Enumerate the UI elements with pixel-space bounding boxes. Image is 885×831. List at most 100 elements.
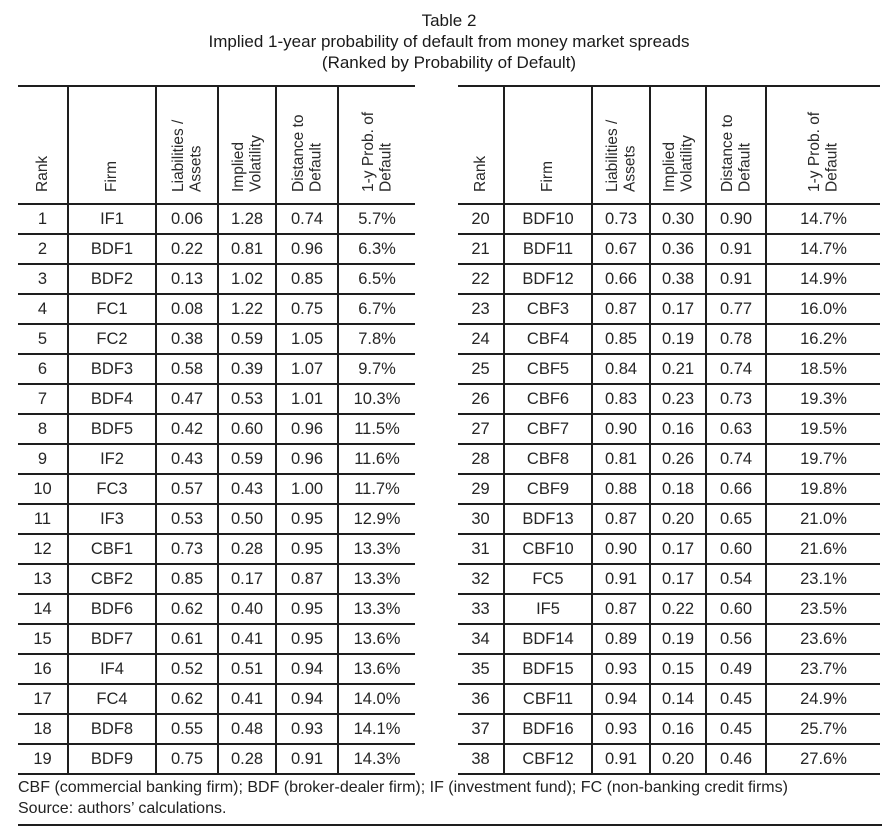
- cell-distance-to-default: 0.74: [705, 354, 766, 384]
- table-number: Table 2: [421, 11, 477, 30]
- cell-implied-volatility: 0.16: [649, 414, 706, 444]
- cell-rank: 28: [471, 449, 490, 468]
- cell-implied-volatility: 0.15: [649, 654, 706, 684]
- cell-rank: 32: [471, 569, 490, 588]
- cell-prob-of-default: 13.6%: [337, 654, 415, 684]
- cell-rank: 29: [471, 479, 490, 498]
- cell-implied-volatility: 0.38: [649, 264, 706, 294]
- cell-distance-to-default: 0.56: [705, 624, 766, 654]
- cell-prob-of-default: 14.9%: [765, 264, 880, 294]
- cell-prob-of-default: 6.7%: [337, 294, 415, 324]
- cell-distance-to-default: 0.94: [275, 654, 338, 684]
- cell-rank: 15: [33, 629, 52, 648]
- cell-prob-of-default: 14.7%: [765, 234, 880, 264]
- column-header-distance-to-default: Distance to Default: [705, 86, 766, 204]
- cell-prob-of-default: 11.7%: [337, 474, 415, 504]
- cell-implied-volatility: 0.17: [649, 564, 706, 594]
- cell-distance-to-default: 0.87: [275, 564, 338, 594]
- cell-prob-of-default: 19.3%: [765, 384, 880, 414]
- cell-liabilities-assets: 0.47: [155, 384, 218, 414]
- column-header-rank: Rank: [471, 155, 489, 192]
- cell-liabilities-assets: 0.85: [591, 324, 650, 354]
- table-row: 12 CBF1 0.73 0.28 0.95 13.3%: [18, 534, 415, 564]
- cell-implied-volatility: 0.30: [649, 204, 706, 234]
- cell-firm: IF1: [67, 204, 156, 234]
- cell-rank: 23: [471, 299, 490, 318]
- cell-firm: BDF5: [67, 414, 156, 444]
- cell-rank: 37: [471, 719, 490, 738]
- right-table-body: 20 BDF10 0.73 0.30 0.90 14.7% 21 BDF11 0.67 0.36 0…: [458, 204, 880, 774]
- cell-implied-volatility: 0.41: [217, 624, 276, 654]
- cell-distance-to-default: 0.54: [705, 564, 766, 594]
- cell-firm: BDF7: [67, 624, 156, 654]
- cell-liabilities-assets: 0.73: [591, 204, 650, 234]
- cell-liabilities-assets: 0.84: [591, 354, 650, 384]
- cell-distance-to-default: 0.74: [275, 204, 338, 234]
- cell-liabilities-assets: 0.91: [591, 744, 650, 774]
- table-row: 38 CBF12 0.91 0.20 0.46 27.6%: [458, 744, 880, 774]
- cell-prob-of-default: 19.8%: [765, 474, 880, 504]
- cell-rank: 18: [33, 719, 52, 738]
- cell-rank: 33: [471, 599, 490, 618]
- cell-prob-of-default: 13.3%: [337, 534, 415, 564]
- cell-distance-to-default: 0.93: [275, 714, 338, 744]
- table-row: 30 BDF13 0.87 0.20 0.65 21.0%: [458, 504, 880, 534]
- cell-prob-of-default: 23.6%: [765, 624, 880, 654]
- column-header-distance-to-default: Distance to Default: [275, 86, 338, 204]
- cell-liabilities-assets: 0.83: [591, 384, 650, 414]
- cell-distance-to-default: 1.01: [275, 384, 338, 414]
- cell-liabilities-assets: 0.52: [155, 654, 218, 684]
- table-row: 10 FC3 0.57 0.43 1.00 11.7%: [18, 474, 415, 504]
- cell-prob-of-default: 5.7%: [337, 204, 415, 234]
- cell-rank: 8: [37, 419, 48, 438]
- cell-implied-volatility: 0.60: [217, 414, 276, 444]
- cell-distance-to-default: 0.63: [705, 414, 766, 444]
- cell-liabilities-assets: 0.55: [155, 714, 218, 744]
- cell-implied-volatility: 0.81: [217, 234, 276, 264]
- cell-distance-to-default: 0.75: [275, 294, 338, 324]
- cell-liabilities-assets: 0.75: [155, 744, 218, 774]
- cell-firm: FC3: [67, 474, 156, 504]
- table-row: 22 BDF12 0.66 0.38 0.91 14.9%: [458, 264, 880, 294]
- cell-distance-to-default: 0.96: [275, 414, 338, 444]
- cell-firm: FC4: [67, 684, 156, 714]
- cell-liabilities-assets: 0.66: [591, 264, 650, 294]
- cell-liabilities-assets: 0.43: [155, 444, 218, 474]
- left-table-body: 1 IF1 0.06 1.28 0.74 5.7% 2 BDF1 0.22 0.81 0.96 6.3…: [18, 204, 415, 774]
- cell-firm: IF5: [503, 594, 592, 624]
- cell-prob-of-default: 10.3%: [337, 384, 415, 414]
- cell-distance-to-default: 0.95: [275, 594, 338, 624]
- table-row: 23 CBF3 0.87 0.17 0.77 16.0%: [458, 294, 880, 324]
- table-row: 1 IF1 0.06 1.28 0.74 5.7%: [18, 204, 415, 234]
- table-row: 13 CBF2 0.85 0.17 0.87 13.3%: [18, 564, 415, 594]
- cell-firm: CBF3: [503, 294, 592, 324]
- cell-liabilities-assets: 0.88: [591, 474, 650, 504]
- cell-prob-of-default: 25.7%: [765, 714, 880, 744]
- cell-liabilities-assets: 0.58: [155, 354, 218, 384]
- table-row: 36 CBF11 0.94 0.14 0.45 24.9%: [458, 684, 880, 714]
- cell-rank: 5: [37, 329, 48, 348]
- cell-prob-of-default: 13.6%: [337, 624, 415, 654]
- cell-liabilities-assets: 0.94: [591, 684, 650, 714]
- cell-rank: 11: [33, 509, 52, 528]
- table-row: 28 CBF8 0.81 0.26 0.74 19.7%: [458, 444, 880, 474]
- cell-rank: 3: [37, 269, 48, 288]
- cell-distance-to-default: 0.95: [275, 624, 338, 654]
- cell-implied-volatility: 0.51: [217, 654, 276, 684]
- cell-implied-volatility: 0.16: [649, 714, 706, 744]
- column-header-prob-of-default: 1-y Prob. of Default: [337, 86, 415, 204]
- cell-firm: FC1: [67, 294, 156, 324]
- column-header-liabilities-assets: Liabilities / Assets: [591, 86, 650, 204]
- cell-liabilities-assets: 0.08: [155, 294, 218, 324]
- cell-distance-to-default: 0.91: [705, 264, 766, 294]
- cell-prob-of-default: 24.9%: [765, 684, 880, 714]
- cell-firm: BDF14: [503, 624, 592, 654]
- cell-liabilities-assets: 0.90: [591, 414, 650, 444]
- cell-rank: 21: [471, 239, 490, 258]
- table-row: 18 BDF8 0.55 0.48 0.93 14.1%: [18, 714, 415, 744]
- cell-rank: 25: [471, 359, 490, 378]
- cell-distance-to-default: 1.00: [275, 474, 338, 504]
- table-row: 17 FC4 0.62 0.41 0.94 14.0%: [18, 684, 415, 714]
- cell-firm: BDF15: [503, 654, 592, 684]
